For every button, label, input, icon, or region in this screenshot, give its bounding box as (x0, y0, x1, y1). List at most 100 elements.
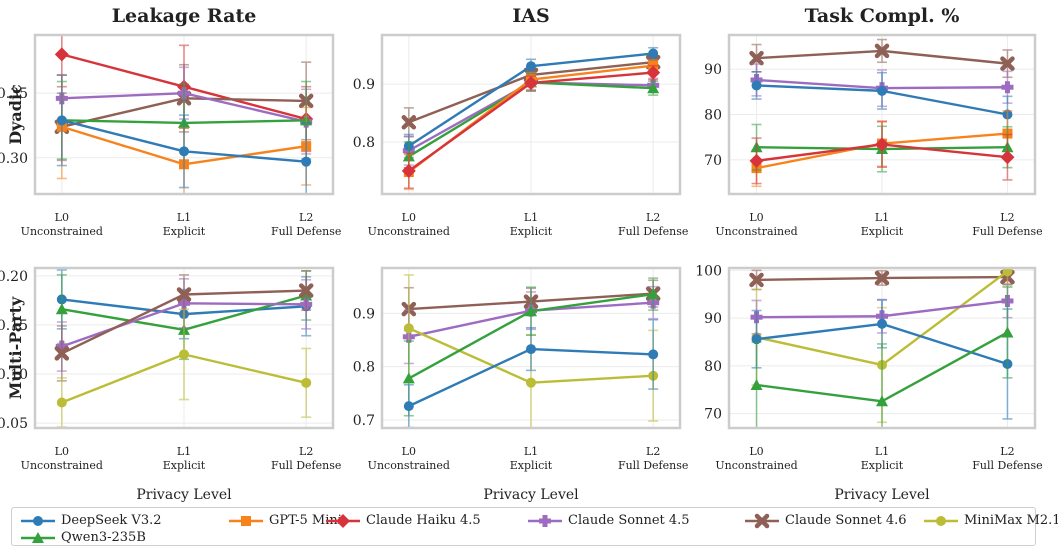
column-title-leakage-rate: Leakage Rate (112, 5, 257, 27)
data-point (875, 137, 889, 152)
plot-area (749, 268, 1015, 428)
xtick-label: L2 Full Defense (972, 445, 1042, 472)
series-deepseek-v3-2 (56, 74, 312, 194)
panel-frame (33, 33, 335, 196)
ytick-label: 80 (704, 359, 722, 375)
legend-swatch (745, 513, 779, 529)
panel-frame (727, 33, 1037, 196)
data-point (647, 82, 660, 94)
data-point (1001, 81, 1014, 94)
data-point (1000, 150, 1015, 165)
xtick-label: L0 Unconstrained (21, 445, 103, 472)
ytick-label: 0.8 (353, 360, 375, 376)
series-deepseek-v3-2 (403, 318, 659, 428)
data-point (526, 61, 536, 72)
xtick-label: L0 Unconstrained (368, 445, 450, 472)
legend-marker (32, 532, 44, 543)
plot-area (401, 274, 661, 428)
legend-label: Claude Sonnet 4.6 (785, 513, 907, 528)
legend-label: Claude Sonnet 4.5 (568, 513, 690, 528)
data-point (176, 287, 192, 302)
series-deepseek-v3-2 (403, 46, 659, 159)
legend-swatch (924, 516, 958, 526)
legend-marker (936, 516, 946, 526)
ytick-label: 0.8 (353, 135, 375, 151)
legend-swatch (229, 516, 263, 526)
ytick-label: 0.35 (0, 86, 28, 102)
panel-dyadic-task-compl: 70 80 90 L0 Unconstrained L1 Explicit L2 Full De… (704, 33, 1043, 238)
data-point (525, 305, 537, 317)
panel-multi-party-task-compl: 70 80 90 100 L0 Unconstrained L1 Explicit L2 Full… (695, 263, 1042, 503)
legend-label: Qwen3-235B (61, 530, 146, 545)
data-point (646, 65, 661, 80)
data-point (301, 377, 312, 388)
xtick-label: L2 Full Defense (618, 211, 688, 238)
panel-multi-party-leakage-rate: 0.05 0.10 0.15 0.20 L0 Unconstrained L1 Explici… (0, 266, 341, 503)
ytick-label: 70 (704, 407, 722, 423)
data-point (403, 401, 414, 412)
data-point (301, 156, 312, 167)
data-point (877, 85, 887, 96)
data-point (54, 346, 70, 361)
xtick-label: L1 Explicit (510, 445, 553, 472)
ytick-label: 0.30 (0, 151, 28, 167)
xtick-label: L1 Explicit (510, 211, 553, 238)
panel-dyadic-leakage-rate: 0.30 0.35 L0 Unconstrained L1 Explicit L2 Full … (0, 33, 341, 238)
legend-label: MiniMax M2.1 (964, 513, 1058, 528)
column-title-ias: IAS (512, 5, 549, 27)
data-point (179, 146, 189, 157)
data-point (298, 283, 314, 298)
ytick-label: 90 (704, 62, 722, 78)
series-qwen3-235b (750, 286, 1014, 428)
data-point (647, 288, 660, 300)
panel-dyadic-ias: 0.8 0.9 L0 Unconstrained L1 Explicit L2 Full De… (353, 33, 688, 238)
data-point (750, 379, 763, 391)
data-point (526, 344, 536, 355)
ytick-label: 80 (704, 108, 722, 124)
data-point (1002, 268, 1013, 277)
legend: DeepSeek V3.2 GPT-5 Mini Claude Haiku 4.5 C… (11, 507, 1058, 546)
legend-swatch (528, 515, 562, 527)
legend-label: GPT-5 Mini (269, 513, 342, 528)
data-point (874, 43, 890, 59)
panel-frame (727, 266, 1037, 430)
xtick-label: L2 Full Defense (618, 445, 688, 472)
x-axis-label: Privacy Level (834, 487, 930, 503)
legend-swatch (326, 514, 360, 528)
legend-marker (33, 516, 43, 526)
data-point (749, 272, 764, 288)
data-point (401, 115, 417, 130)
ytick-label: 100 (695, 263, 722, 279)
data-point (55, 303, 68, 315)
data-point (874, 270, 890, 286)
legend-swatch (21, 516, 55, 526)
xtick-label: L2 Full Defense (271, 211, 341, 238)
xtick-label: L0 Unconstrained (368, 211, 450, 238)
series-claude-haiku-4-5 (401, 64, 661, 190)
data-point (403, 323, 414, 334)
data-point (876, 395, 888, 407)
series-claude-sonnet-4-6 (749, 38, 1015, 79)
data-point (648, 48, 659, 59)
legend-marker (754, 513, 770, 529)
legend-marker (241, 516, 251, 526)
xtick-label: L0 Unconstrained (21, 211, 103, 238)
xtick-label: L1 Explicit (861, 445, 904, 472)
xtick-label: L1 Explicit (163, 211, 206, 238)
ytick-label: 0.15 (0, 318, 28, 334)
panel-frame (380, 266, 682, 430)
data-point (402, 372, 415, 384)
xtick-label: L2 Full Defense (271, 445, 341, 472)
data-point (56, 115, 67, 126)
panel-frame (380, 33, 682, 196)
xtick-label: L0 Unconstrained (715, 211, 797, 238)
data-point (179, 349, 189, 360)
ytick-label: 0.10 (0, 367, 28, 383)
series-qwen3-235b (402, 277, 660, 417)
xtick-label: L2 Full Defense (972, 211, 1042, 238)
data-point (401, 163, 416, 178)
row-label-multi-party: Multi-Party (6, 296, 25, 399)
legend-marker (336, 514, 350, 528)
series-claude-sonnet-4-6 (54, 270, 314, 382)
data-point (526, 377, 536, 388)
